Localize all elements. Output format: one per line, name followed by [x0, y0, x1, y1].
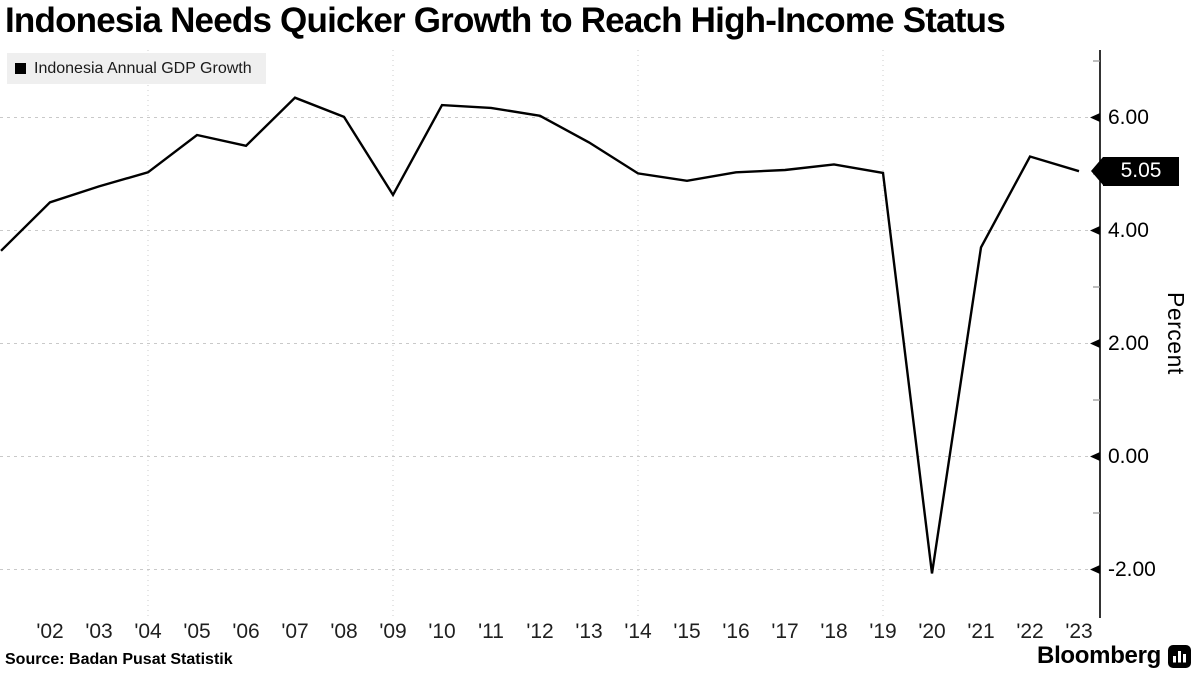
x-axis-tick-label: '16	[722, 620, 750, 643]
x-axis-tick-label: '20	[918, 620, 946, 643]
y-axis-tick-arrow	[1090, 113, 1100, 122]
x-axis-tick-label: '19	[869, 620, 897, 643]
x-axis-tick-label: '04	[134, 620, 162, 643]
y-axis-tick-arrow	[1090, 452, 1100, 461]
x-axis-tick-label: '03	[85, 620, 113, 643]
y-axis-tick-arrow	[1090, 565, 1100, 574]
legend: Indonesia Annual GDP Growth	[7, 53, 266, 84]
x-axis-tick-label: '21	[967, 620, 995, 643]
source-note: Source: Badan Pusat Statistik	[5, 651, 233, 668]
y-axis-title: Percent	[1163, 292, 1189, 375]
bloomberg-bar-chart-icon	[1168, 644, 1191, 668]
x-axis-tick-label: '09	[379, 620, 407, 643]
x-axis-tick-label: '22	[1016, 620, 1044, 643]
y-axis-tick-label: 4.00	[1108, 218, 1149, 242]
x-axis-tick-label: '05	[183, 620, 211, 643]
x-axis-tick-label: '14	[624, 620, 652, 643]
y-axis-tick-label: 6.00	[1108, 105, 1149, 129]
x-axis-tick-label: '17	[771, 620, 799, 643]
x-axis-tick-label: '11	[478, 620, 504, 643]
x-axis-tick-label: '10	[428, 620, 456, 643]
y-axis-tick-arrow	[1090, 339, 1100, 348]
x-axis-tick-label: '18	[820, 620, 848, 643]
legend-label: Indonesia Annual GDP Growth	[34, 59, 252, 77]
bloomberg-wordmark: Bloomberg	[1037, 642, 1161, 669]
gdp-growth-line	[0, 96, 1080, 574]
x-axis-tick-label: '13	[575, 620, 603, 643]
x-axis-tick-label: '07	[281, 620, 309, 643]
last-value-tag: 5.05	[1091, 156, 1179, 186]
x-axis-tick-label: '15	[673, 620, 701, 643]
branding: Bloomberg	[1037, 642, 1191, 670]
y-axis-tick-label: 0.00	[1108, 444, 1149, 468]
legend-swatch-icon	[15, 63, 26, 74]
x-axis-tick-label: '02	[36, 620, 64, 643]
y-axis-tick-label: -2.00	[1108, 557, 1156, 581]
x-axis-tick-label: '06	[232, 620, 260, 643]
x-axis-tick-label: '23	[1065, 620, 1093, 643]
chart-title: Indonesia Needs Quicker Growth to Reach …	[5, 1, 1006, 40]
x-axis-tick-label: '12	[526, 620, 554, 643]
x-axis-tick-label: '08	[330, 620, 358, 643]
y-axis-tick-label: 2.00	[1108, 331, 1149, 355]
y-axis-tick-arrow	[1090, 226, 1100, 235]
